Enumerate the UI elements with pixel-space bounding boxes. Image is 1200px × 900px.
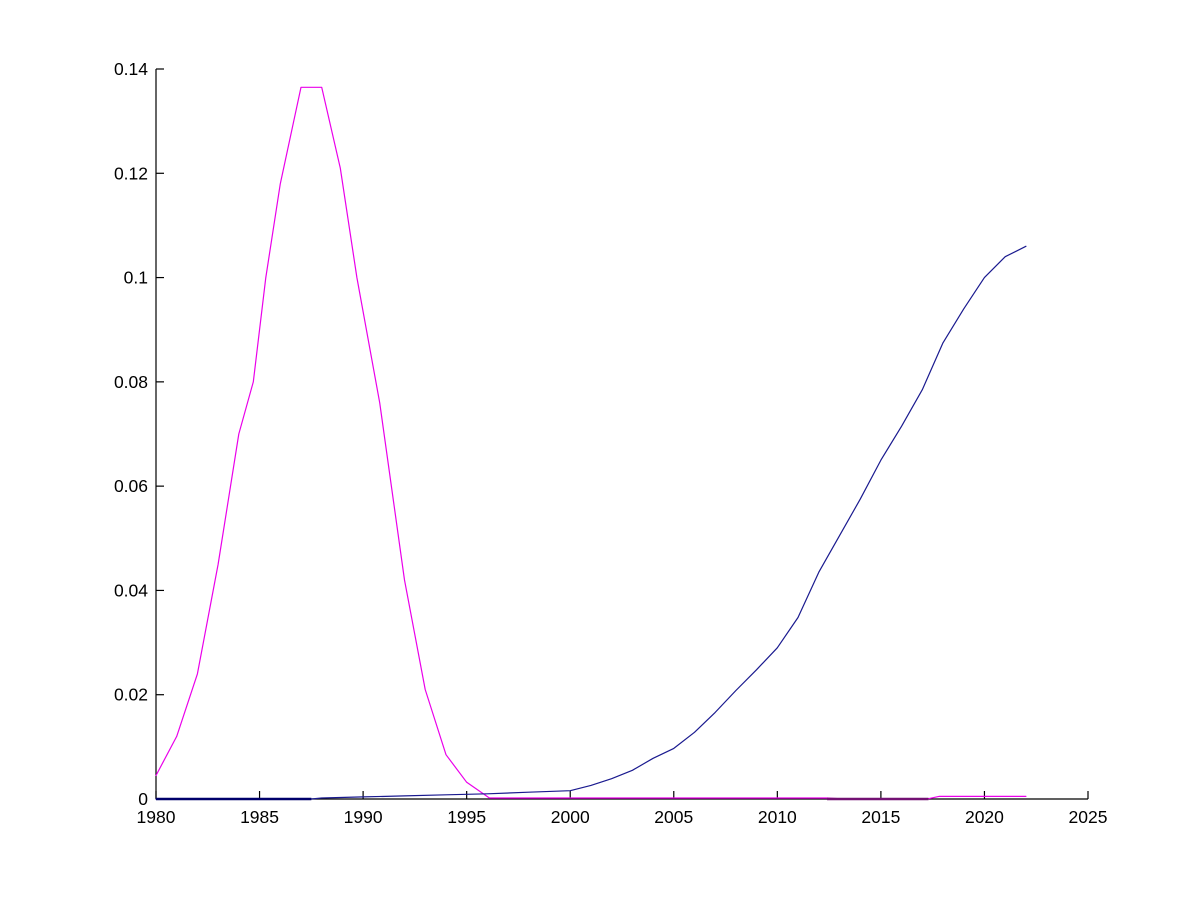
x-tick-label: 2000 — [551, 807, 590, 827]
x-tick-label: 2010 — [758, 807, 797, 827]
y-tick-label: 0 — [138, 789, 148, 809]
y-tick-label: 0.04 — [114, 580, 148, 600]
series-magenta-bell-curve — [155, 86, 1027, 800]
y-tick-label: 0.14 — [114, 59, 148, 79]
y-tick-label: 0.08 — [114, 372, 148, 392]
y-tick-label: 0.02 — [114, 685, 148, 705]
x-tick-label: 1985 — [240, 807, 279, 827]
x-tick-label: 2005 — [654, 807, 693, 827]
x-tick-label: 2015 — [861, 807, 900, 827]
x-tick-label: 1980 — [137, 807, 176, 827]
x-tick-label: 1995 — [447, 807, 486, 827]
y-tick-label: 0.12 — [114, 163, 148, 183]
x-tick-label: 2025 — [1069, 807, 1108, 827]
y-tick-label: 0.06 — [114, 476, 148, 496]
y-tick-label: 0.1 — [124, 268, 148, 288]
x-tick-label: 2020 — [965, 807, 1004, 827]
series-blue-rising-curve — [155, 245, 1027, 800]
x-tick-label: 1990 — [344, 807, 383, 827]
